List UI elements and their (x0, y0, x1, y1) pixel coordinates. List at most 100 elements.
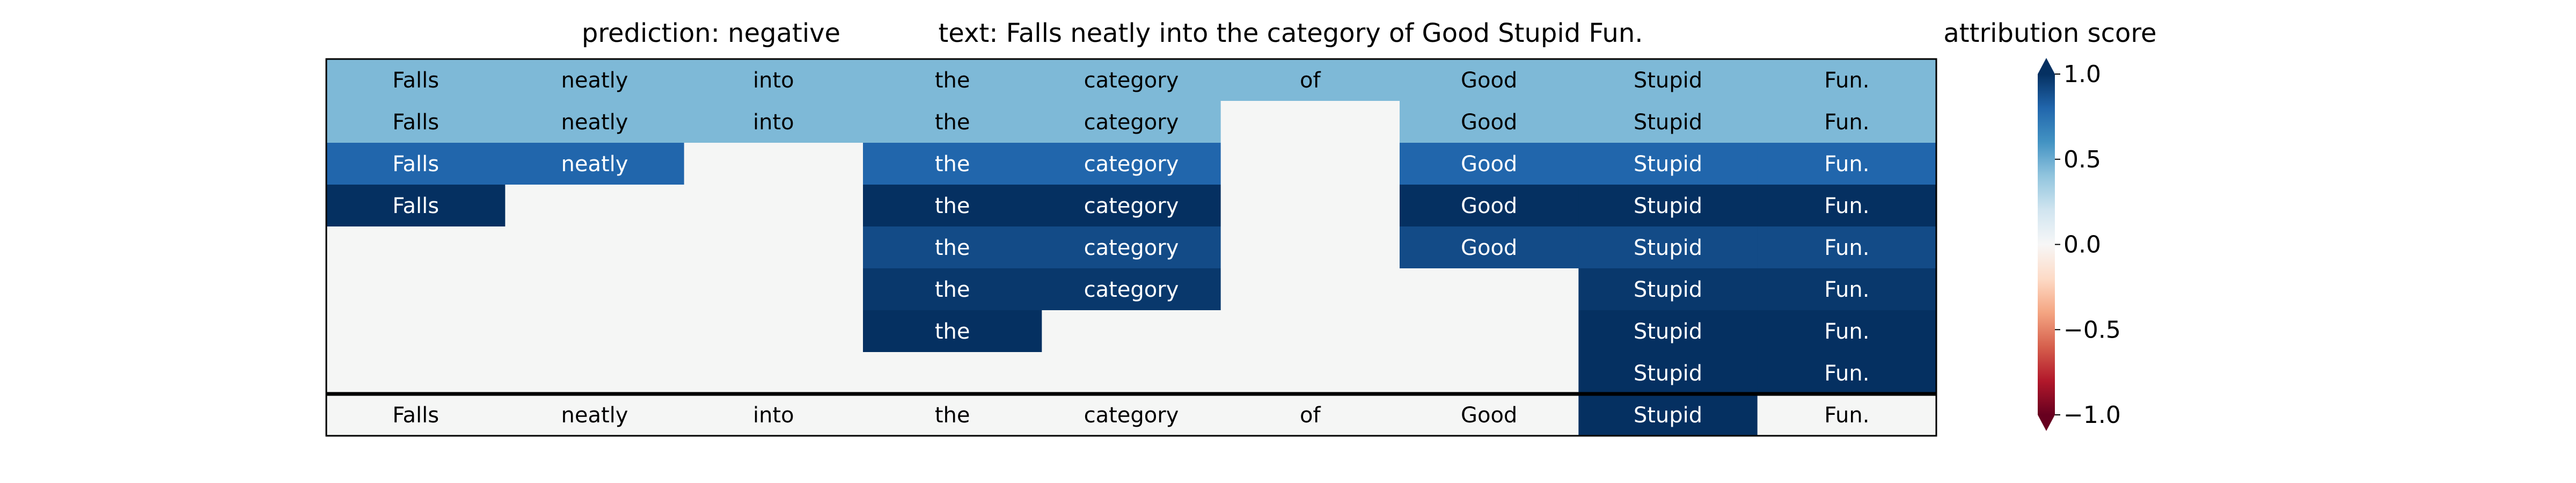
heatmap-cell (505, 143, 685, 185)
heatmap-frame (325, 58, 1937, 437)
heatmap-cell (1578, 59, 1758, 101)
heatmap-cell (1220, 59, 1400, 101)
heatmap-cell-label: Stupid (1634, 194, 1702, 218)
heatmap-cell (1042, 185, 1221, 227)
heatmap-cell (1042, 143, 1221, 185)
heatmap-empty-cell (505, 352, 685, 394)
heatmap-cell (1757, 226, 1937, 269)
heatmap-cell (1578, 185, 1758, 227)
heatmap-empty-cell (326, 310, 506, 353)
heatmap-cell-label: Good (1461, 194, 1517, 218)
heatmap-cell-label: Fun. (1824, 152, 1869, 177)
colorbar-tick-label: −1.0 (2063, 401, 2121, 429)
colorbar-tick-label: 0.0 (2063, 231, 2101, 259)
heatmap-cell-label: Good (1461, 68, 1517, 93)
colorbar-tick-label: 0.5 (2063, 146, 2101, 173)
heatmap-cell (1757, 268, 1937, 311)
summary-cell-label: into (753, 403, 794, 428)
heatmap-empty-cell (1220, 101, 1400, 143)
text-title: text: Falls neatly into the category of … (938, 18, 1643, 48)
summary-cell-label: Fun. (1824, 403, 1869, 428)
summary-cell-label: Stupid (1634, 403, 1702, 428)
heatmap-empty-cell (1220, 352, 1400, 394)
heatmap-cell (505, 101, 685, 143)
heatmap-cell (1757, 143, 1937, 185)
heatmap-cell (1757, 101, 1937, 143)
summary-cell (1042, 394, 1221, 436)
heatmap-cell (1400, 226, 1579, 269)
heatmap-cell-label: of (1300, 68, 1321, 93)
summary-cell (1757, 394, 1937, 436)
heatmap-cell-label: Stupid (1634, 319, 1702, 344)
heatmap-empty-cell (505, 310, 685, 353)
heatmap-cell-label: Stupid (1634, 236, 1702, 260)
summary-cell (1578, 394, 1758, 436)
colorbar-label: attribution score (1943, 18, 2156, 48)
heatmap-cell-label: Stupid (1634, 152, 1702, 177)
heatmap-cell (863, 268, 1042, 311)
heatmap-cell-label: Falls (392, 68, 439, 93)
summary-cell-label: Good (1461, 403, 1517, 428)
heatmap-cell-label: Fun. (1824, 110, 1869, 135)
summary-cell (863, 394, 1042, 436)
heatmap-cell-label: Fun. (1824, 277, 1869, 302)
summary-cell (326, 394, 506, 436)
heatmap-cell (1042, 101, 1221, 143)
summary-cell (1400, 394, 1579, 436)
heatmap-empty-cell (684, 226, 863, 269)
heatmap-empty-cell (326, 352, 506, 394)
colorbar-extend-max (2038, 58, 2055, 74)
heatmap-cell-label: Fun. (1824, 319, 1869, 344)
heatmap-empty-cell (1042, 310, 1221, 353)
summary-cell-label: Falls (392, 403, 439, 428)
heatmap-cell-label: the (935, 319, 970, 344)
heatmap-cell (1042, 226, 1221, 269)
heatmap-empty-cell (684, 143, 863, 185)
heatmap-cell (863, 310, 1042, 353)
heatmap-empty-cell (1220, 226, 1400, 269)
heatmap-empty-cell (326, 226, 506, 269)
heatmap-cell-label: into (753, 110, 794, 135)
heatmap-cell (1757, 185, 1937, 227)
heatmap-cell-label: the (935, 277, 970, 302)
heatmap-cell (1042, 59, 1221, 101)
heatmap-cell-label: the (935, 236, 970, 260)
heatmap-cell-label: category (1084, 277, 1179, 302)
heatmap-cell-label: the (935, 152, 970, 177)
heatmap-cell (326, 185, 506, 227)
heatmap-cell-label: Fun. (1824, 194, 1869, 218)
summary-cell-label: category (1084, 403, 1179, 428)
heatmap-cell-label: neatly (561, 68, 628, 93)
heatmap-empty-cell (505, 226, 685, 269)
prediction-title: prediction: negative (582, 18, 840, 48)
heatmap-cell (863, 185, 1042, 227)
heatmap-cell (1578, 352, 1758, 394)
heatmap-cell-label: Stupid (1634, 68, 1702, 93)
summary-cell (1220, 394, 1400, 436)
heatmap-empty-cell (1220, 310, 1400, 353)
heatmap-cell (1578, 268, 1758, 311)
heatmap-cell-label: category (1084, 110, 1179, 135)
heatmap-empty-cell (1042, 352, 1221, 394)
heatmap-cell-label: Fun. (1824, 361, 1869, 386)
heatmap-empty-cell (326, 268, 506, 311)
colorbar-gradient (2038, 74, 2055, 415)
heatmap-empty-cell (684, 352, 863, 394)
heatmap-empty-cell (1400, 352, 1579, 394)
heatmap-cell-label: into (753, 68, 794, 93)
heatmap-cell (505, 59, 685, 101)
colorbar: 1.0 0.5 0.0 −0.5 −1.0 (2038, 58, 2121, 431)
heatmap-cell-label: neatly (561, 110, 628, 135)
heatmap-cell (1400, 143, 1579, 185)
summary-row: Falls neatly into the category of Good Stupid Fu… (326, 394, 1937, 436)
heatmap-cell-label: Good (1461, 110, 1517, 135)
heatmap-cell-label: Stupid (1634, 110, 1702, 135)
heatmap-empty-cell (1400, 310, 1579, 353)
heatmap-cell-label: category (1084, 68, 1179, 93)
heatmap-cell-label: Stupid (1634, 277, 1702, 302)
heatmap-cell-label: Falls (392, 110, 439, 135)
heatmap-empty-cell (863, 352, 1042, 394)
heatmap-cell (863, 101, 1042, 143)
summary-cell-label: neatly (561, 403, 628, 428)
heatmap-cell (1578, 101, 1758, 143)
